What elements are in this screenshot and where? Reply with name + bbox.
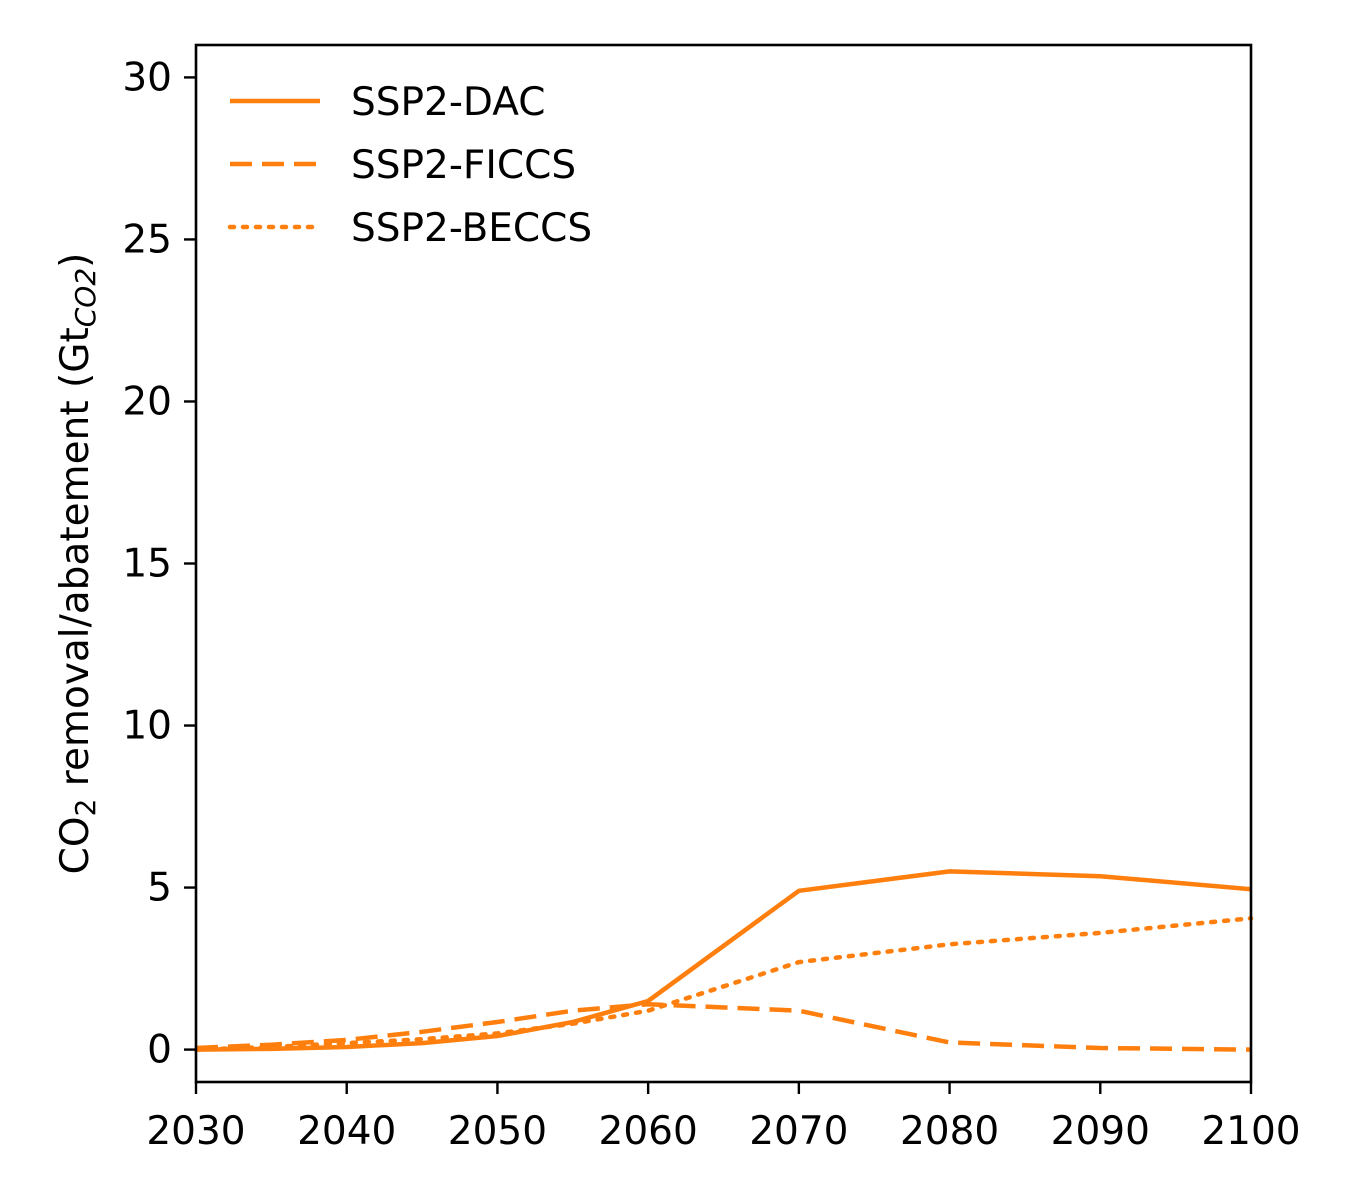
y-axis-label: CO2 removal/abatement (GtCO2) bbox=[53, 253, 102, 875]
y-tick-label: 25 bbox=[122, 217, 172, 262]
x-tick-label: 2030 bbox=[146, 1109, 245, 1154]
series-line-ssp2-ficcs bbox=[195, 1001, 1252, 1052]
x-tick-label: 2050 bbox=[448, 1109, 547, 1154]
x-tick-label: 2090 bbox=[1051, 1109, 1150, 1154]
y-axis: 0 5 10 15 20 25 30 bbox=[122, 55, 196, 1073]
series-layer bbox=[193, 869, 1254, 1052]
series-line-ssp2-beccs bbox=[193, 916, 1254, 1052]
y-tick-label: 20 bbox=[122, 379, 172, 424]
y-tick-label: 30 bbox=[122, 55, 172, 100]
x-tick-label: 2060 bbox=[599, 1109, 698, 1154]
legend-label-ssp2-dac: SSP2-DAC bbox=[351, 80, 546, 125]
legend-label-ssp2-ficcs: SSP2-FICCS bbox=[351, 143, 576, 188]
y-tick-label: 15 bbox=[122, 542, 172, 587]
legend: SSP2-DAC SSP2-FICCS SSP2-BECCS bbox=[227, 80, 592, 251]
y-tick-label: 0 bbox=[147, 1028, 172, 1073]
x-tick-label: 2040 bbox=[297, 1109, 396, 1154]
x-axis: 2030 2040 2050 2060 2070 2080 2090 2100 bbox=[146, 1082, 1301, 1154]
x-tick-label: 2100 bbox=[1201, 1109, 1300, 1154]
plot-frame bbox=[194, 43, 1253, 1084]
x-tick-label: 2070 bbox=[749, 1109, 848, 1154]
series-line-ssp2-dac bbox=[195, 869, 1252, 1052]
y-tick-label: 5 bbox=[147, 866, 172, 911]
x-tick-label: 2080 bbox=[900, 1109, 999, 1154]
y-tick-label: 10 bbox=[122, 704, 172, 749]
plot-area bbox=[193, 43, 1254, 1084]
legend-label-ssp2-beccs: SSP2-BECCS bbox=[351, 206, 592, 251]
